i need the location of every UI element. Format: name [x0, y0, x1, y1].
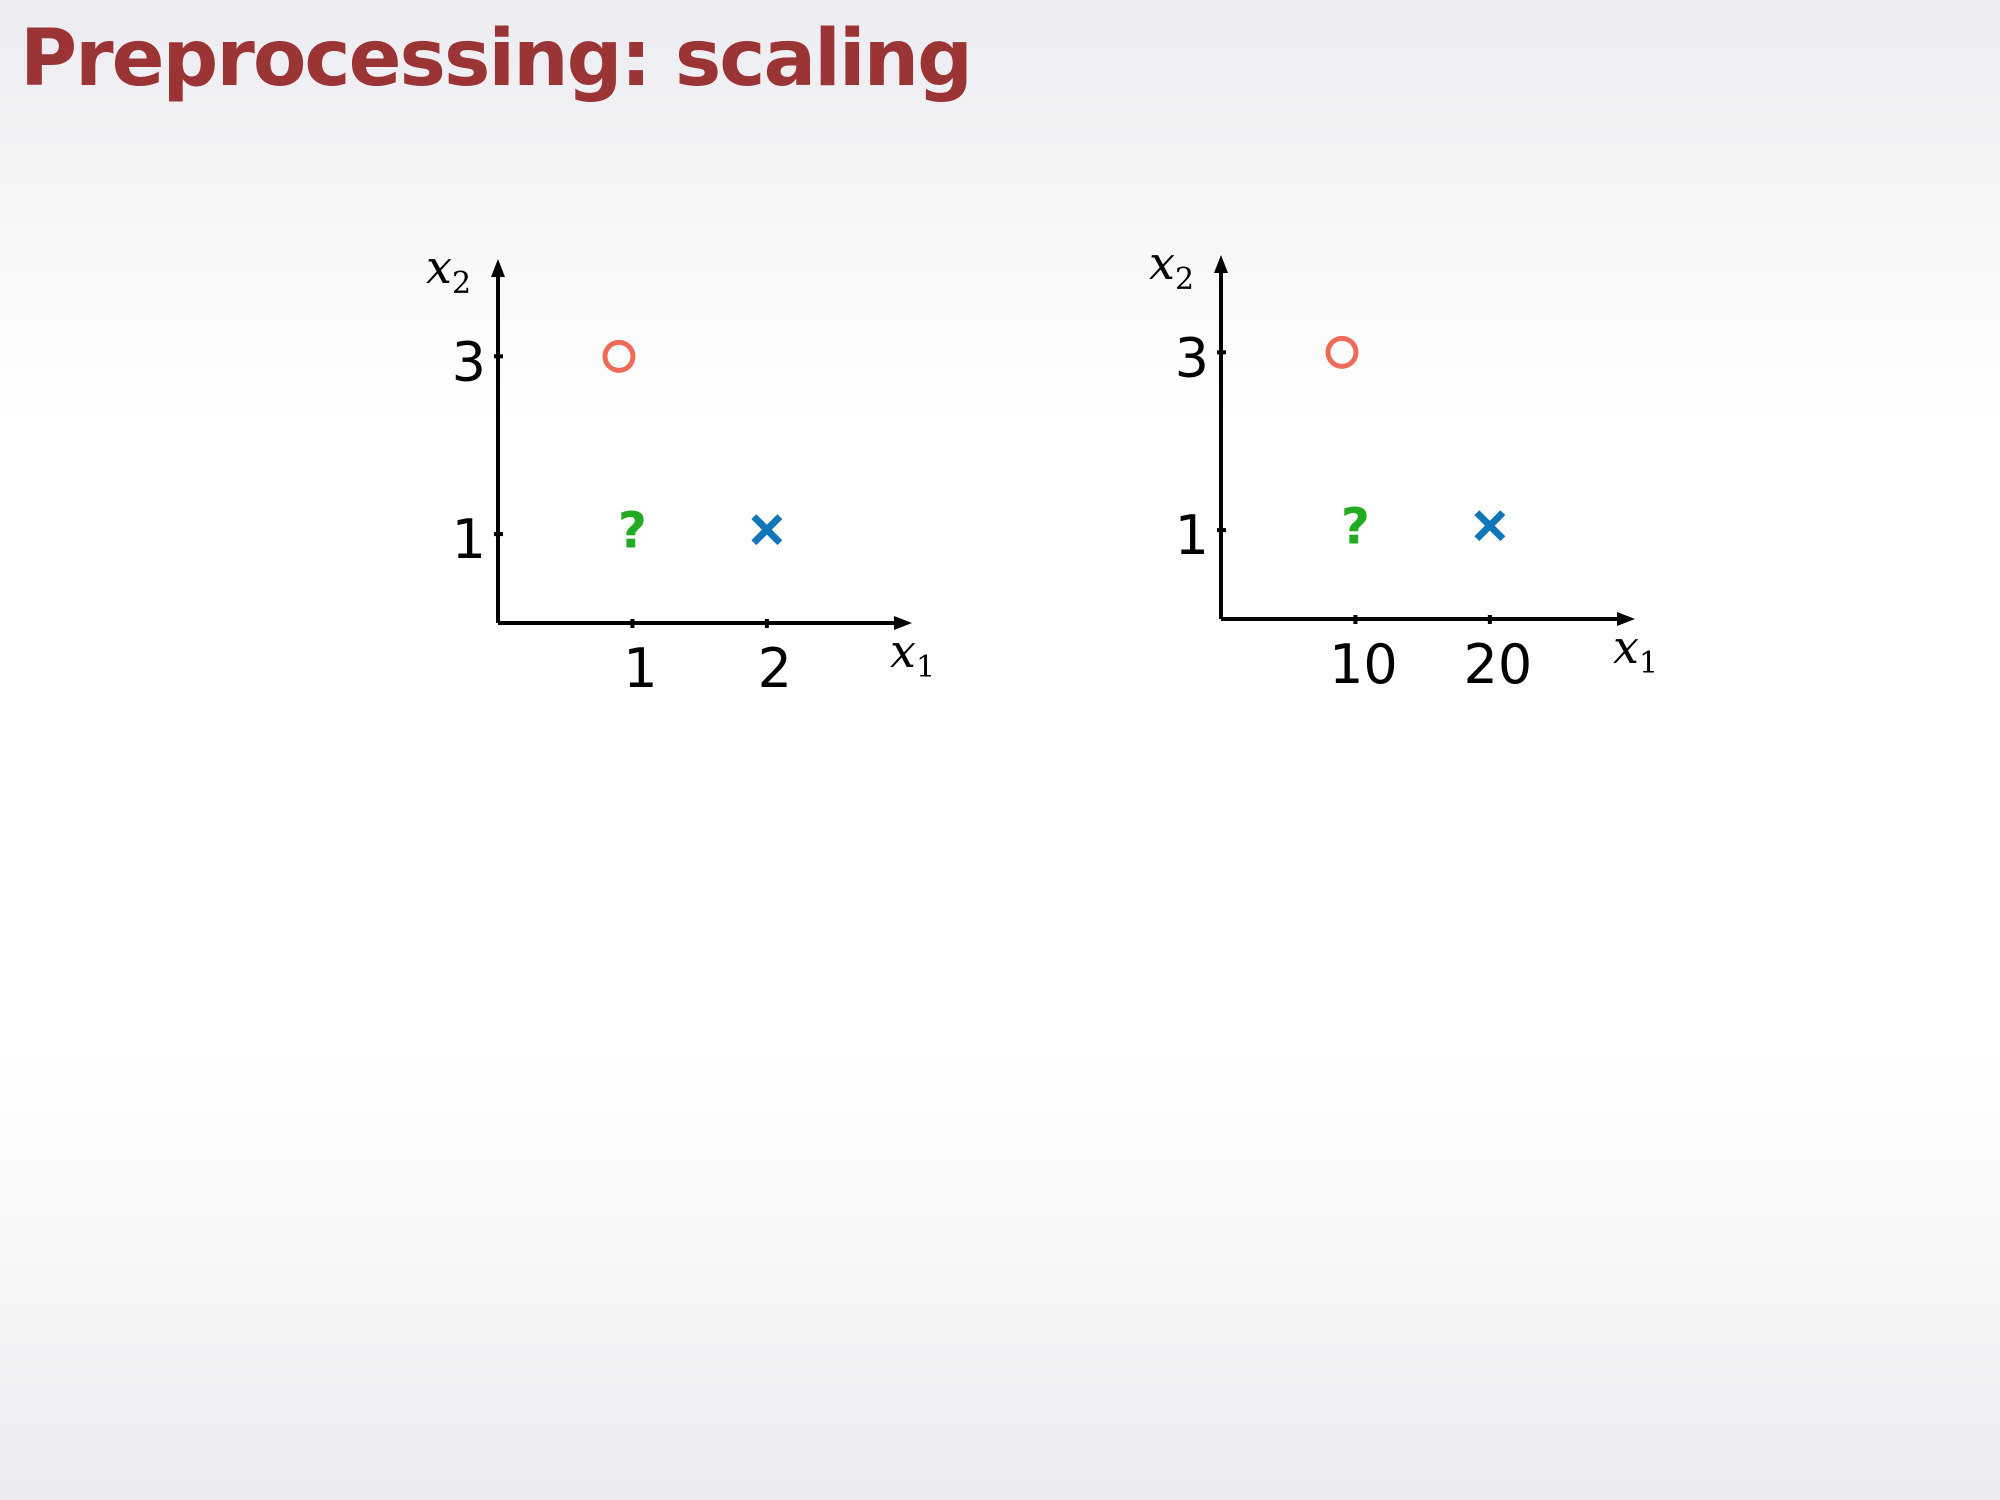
chart-2: 10 20 1 3 x1 x2?: [1149, 236, 1658, 696]
x-tick-label: 10: [1329, 633, 1398, 696]
y-axis-label: x2: [426, 240, 471, 301]
cross-stroke: [751, 514, 783, 546]
data-point-query: ?: [1341, 498, 1370, 556]
x-axis-label: x1: [1613, 620, 1658, 681]
y-tick-label: 1: [1175, 504, 1209, 567]
y-axis-arrow: [491, 259, 505, 277]
data-point-cross: [751, 514, 783, 546]
slide-title: Preprocessing: scaling: [20, 14, 973, 104]
y-tick-label: 3: [452, 330, 486, 393]
x-axis-arrow: [894, 616, 912, 630]
cross-stroke: [1474, 510, 1506, 542]
y-axis-arrow: [1214, 255, 1228, 273]
chart-1: 1 2 1 3 x1 x2?: [426, 240, 935, 700]
data-point-circle: [602, 339, 636, 373]
y-tick-label: 1: [452, 508, 486, 571]
x-axis-arrow: [1617, 612, 1635, 626]
data-point-query: ?: [618, 502, 647, 560]
data-point-circle: [1325, 335, 1359, 369]
y-tick-label: 3: [1175, 326, 1209, 389]
x-tick-label: 2: [758, 637, 792, 700]
y-axis-label: x2: [1149, 236, 1194, 297]
x-axis-label: x1: [890, 624, 935, 685]
x-tick-label: 1: [623, 637, 657, 700]
x-tick-label: 20: [1463, 633, 1532, 696]
data-point-cross: [1474, 510, 1506, 542]
